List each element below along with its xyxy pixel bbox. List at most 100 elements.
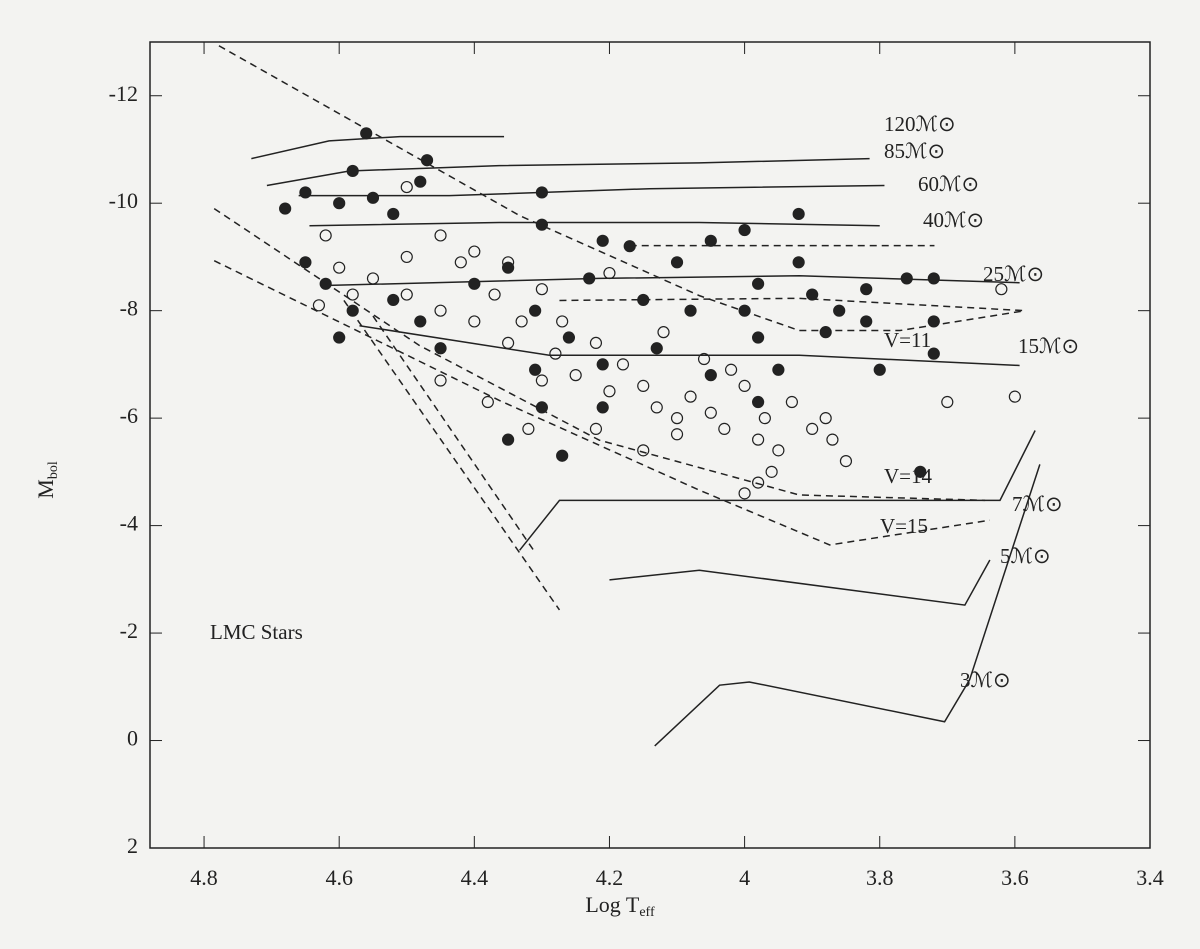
star-open xyxy=(468,315,481,328)
star-open xyxy=(468,245,481,258)
star-filled xyxy=(434,342,447,355)
star-open xyxy=(684,390,697,403)
track xyxy=(218,45,1026,332)
star-open xyxy=(589,336,603,350)
star-filled xyxy=(704,234,717,247)
star-open xyxy=(400,250,413,264)
star-filled xyxy=(529,363,542,376)
annotation: 3ℳ⊙ xyxy=(960,668,1011,692)
star-open xyxy=(454,256,467,269)
star-open xyxy=(724,363,738,376)
star-filled xyxy=(414,315,427,328)
star-open xyxy=(758,412,771,425)
star-open xyxy=(637,444,650,457)
x-tick-label: 3.8 xyxy=(866,865,894,890)
star-open xyxy=(502,256,515,269)
annotation: V=11 xyxy=(884,328,931,352)
star-open xyxy=(765,465,778,478)
track xyxy=(609,559,991,606)
star-open xyxy=(670,428,684,441)
star-filled xyxy=(927,347,940,360)
star-filled xyxy=(833,304,846,317)
x-label-sub: eff xyxy=(639,905,655,920)
star-filled xyxy=(366,191,380,204)
star-open xyxy=(434,374,447,387)
star-open xyxy=(400,180,413,194)
x-tick-label: 4.4 xyxy=(461,865,489,890)
star-open xyxy=(1008,390,1021,403)
star-open xyxy=(637,379,650,392)
star-filled xyxy=(333,197,346,210)
star-filled xyxy=(529,304,542,317)
star-filled xyxy=(535,401,548,414)
track xyxy=(329,274,1020,287)
star-filled xyxy=(502,433,515,446)
x-tick-label: 3.4 xyxy=(1136,865,1164,890)
annotation: 5ℳ⊙ xyxy=(1000,544,1051,568)
star-open xyxy=(400,288,413,301)
star-open xyxy=(481,395,494,409)
star-filled xyxy=(650,342,663,355)
star-filled xyxy=(562,331,576,344)
star-filled xyxy=(806,288,819,301)
star-open xyxy=(697,352,711,366)
star-filled xyxy=(738,223,751,237)
plot-frame xyxy=(149,41,1151,849)
annotation: 15ℳ⊙ xyxy=(1018,334,1079,358)
star-open xyxy=(941,395,954,409)
star-filled xyxy=(414,175,427,188)
x-label-main: Log T xyxy=(585,892,640,917)
star-open xyxy=(556,315,569,328)
star-open xyxy=(502,336,515,350)
star-open xyxy=(366,272,380,285)
star-filled xyxy=(468,277,481,290)
y-tick-label: -2 xyxy=(120,618,138,643)
y-tick-label: 2 xyxy=(127,833,138,858)
track xyxy=(213,260,990,546)
star-filled xyxy=(752,277,765,290)
star-open xyxy=(752,476,765,489)
star-open xyxy=(650,401,663,414)
star-open xyxy=(752,433,765,446)
star-filled xyxy=(914,465,927,478)
star-filled xyxy=(596,401,609,414)
annotation: 85ℳ⊙ xyxy=(884,139,945,163)
star-filled xyxy=(299,256,312,269)
star-open xyxy=(738,487,751,500)
y-tick-label: -12 xyxy=(109,81,138,106)
star-open xyxy=(806,422,819,435)
star-open xyxy=(535,374,548,387)
y-label-main: M xyxy=(33,479,58,499)
star-filled xyxy=(860,283,873,296)
star-open xyxy=(826,433,839,446)
star-filled xyxy=(752,395,765,409)
y-label-sub: bol xyxy=(46,461,61,479)
star-open xyxy=(995,283,1008,296)
star-filled xyxy=(792,256,805,269)
annotation: LMC Stars xyxy=(210,620,303,644)
star-open xyxy=(839,455,853,468)
x-axis-label: Log Teff xyxy=(585,892,655,920)
star-open xyxy=(785,395,798,409)
star-filled xyxy=(420,154,434,167)
y-tick-label: -4 xyxy=(120,511,138,536)
y-tick-label: -8 xyxy=(120,296,138,321)
annotation: 25ℳ⊙ xyxy=(983,262,1044,286)
annotation: 60ℳ⊙ xyxy=(918,172,979,196)
star-open xyxy=(616,358,630,371)
star-open xyxy=(333,261,346,274)
track xyxy=(654,464,1041,747)
star-filled xyxy=(752,331,765,344)
track xyxy=(251,135,505,160)
star-open xyxy=(772,444,785,457)
track xyxy=(343,300,561,611)
star-open xyxy=(718,422,731,435)
annotation: 40ℳ⊙ xyxy=(923,208,984,232)
star-open xyxy=(434,304,447,317)
x-tick-label: 4.2 xyxy=(596,865,624,890)
annotation: V=14 xyxy=(884,464,933,488)
star-filled xyxy=(535,218,548,231)
star-open xyxy=(549,347,562,360)
star-filled xyxy=(346,304,359,317)
